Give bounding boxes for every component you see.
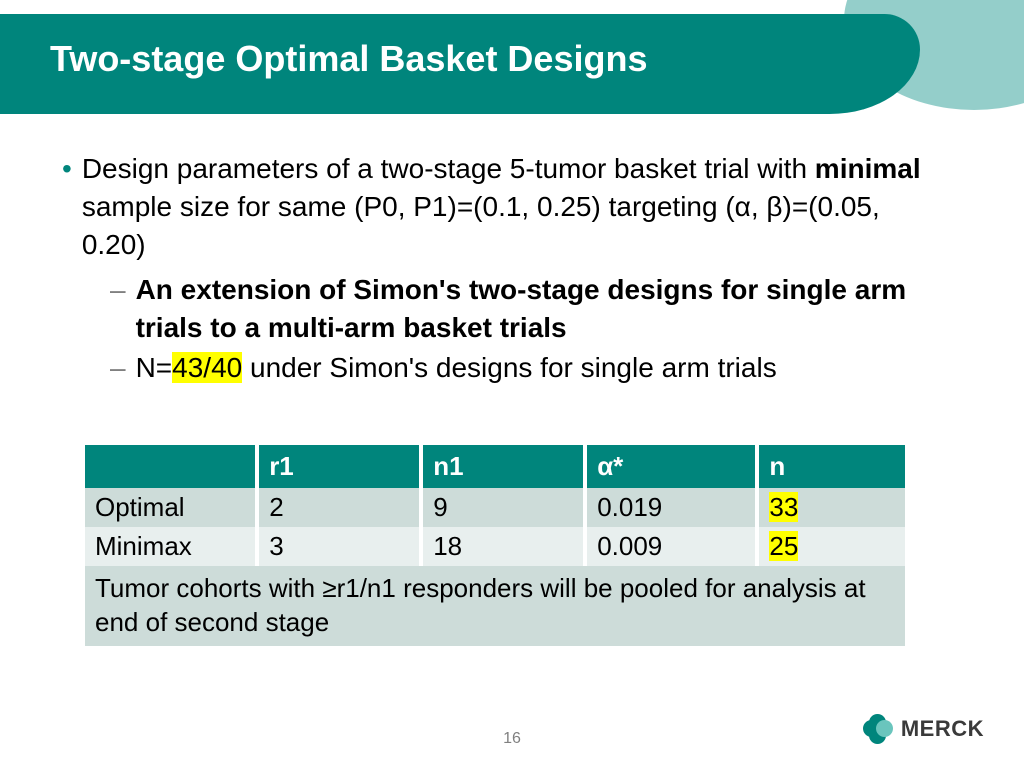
main-bullet: • Design parameters of a two-stage 5-tum… bbox=[62, 150, 942, 263]
merck-logo-icon bbox=[863, 714, 893, 744]
bullet-post: sample size for same (P0, P1)=(0.1, 0.25… bbox=[82, 191, 880, 260]
cell-alpha: 0.009 bbox=[585, 527, 757, 566]
sub2-post: under Simon's designs for single arm tri… bbox=[242, 352, 776, 383]
cell-n1: 18 bbox=[421, 527, 585, 566]
cell-n1: 9 bbox=[421, 488, 585, 527]
table-footer-row: Tumor cohorts with ≥r1/n1 responders wil… bbox=[85, 566, 905, 646]
slide: Two-stage Optimal Basket Designs • Desig… bbox=[0, 0, 1024, 768]
slide-title: Two-stage Optimal Basket Designs bbox=[50, 38, 647, 80]
table-row: Minimax 3 18 0.009 25 bbox=[85, 527, 905, 566]
sub-bullet-2: – N=43/40 under Simon's designs for sing… bbox=[110, 349, 942, 387]
brand-name: MERCK bbox=[901, 716, 984, 742]
th-blank bbox=[85, 445, 257, 488]
cell-label: Optimal bbox=[85, 488, 257, 527]
design-table: r1 n1 α* n Optimal 2 9 0.019 33 Minimax … bbox=[85, 445, 905, 646]
bullet-dot-icon: • bbox=[62, 150, 72, 263]
dash-icon: – bbox=[110, 349, 126, 387]
table-header-row: r1 n1 α* n bbox=[85, 445, 905, 488]
table: r1 n1 α* n Optimal 2 9 0.019 33 Minimax … bbox=[85, 445, 905, 646]
bullet-bold: minimal bbox=[815, 153, 921, 184]
th-n: n bbox=[757, 445, 905, 488]
bullet-pre: Design parameters of a two-stage 5-tumor… bbox=[82, 153, 815, 184]
dash-icon: – bbox=[110, 271, 126, 347]
cell-n-hl: 33 bbox=[769, 492, 798, 522]
cell-n-hl: 25 bbox=[769, 531, 798, 561]
main-bullet-text: Design parameters of a two-stage 5-tumor… bbox=[82, 150, 942, 263]
table-footer-text: Tumor cohorts with ≥r1/n1 responders wil… bbox=[85, 566, 905, 646]
sub2-highlight: 43/40 bbox=[172, 352, 242, 383]
cell-n: 33 bbox=[757, 488, 905, 527]
cell-r1: 3 bbox=[257, 527, 421, 566]
sub-bullet-1-text: An extension of Simon's two-stage design… bbox=[136, 271, 942, 347]
brand-logo: MERCK bbox=[863, 714, 984, 744]
cell-alpha: 0.019 bbox=[585, 488, 757, 527]
cell-n: 25 bbox=[757, 527, 905, 566]
table-row: Optimal 2 9 0.019 33 bbox=[85, 488, 905, 527]
cell-r1: 2 bbox=[257, 488, 421, 527]
th-alpha: α* bbox=[585, 445, 757, 488]
th-r1: r1 bbox=[257, 445, 421, 488]
sub-bullet-list: – An extension of Simon's two-stage desi… bbox=[110, 271, 942, 386]
cell-label: Minimax bbox=[85, 527, 257, 566]
th-n1: n1 bbox=[421, 445, 585, 488]
sub-bullet-1: – An extension of Simon's two-stage desi… bbox=[110, 271, 942, 347]
content-area: • Design parameters of a two-stage 5-tum… bbox=[62, 150, 942, 389]
sub2-pre: N= bbox=[136, 352, 173, 383]
sub-bullet-2-text: N=43/40 under Simon's designs for single… bbox=[136, 349, 777, 387]
